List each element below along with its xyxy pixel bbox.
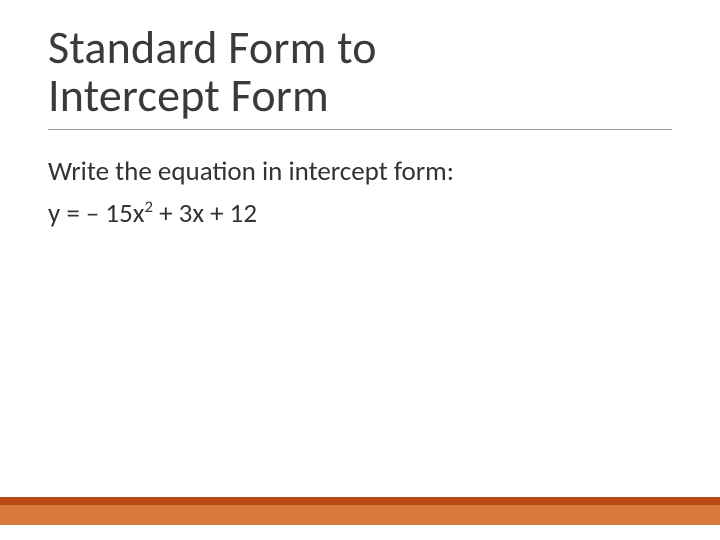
body-equation: y = – 15x2 + 3x + 12 [48, 194, 672, 235]
eq-exponent: 2 [145, 197, 153, 217]
slide-title: Standard Form to Intercept Form [48, 24, 672, 130]
footer-stripe-bottom [0, 505, 720, 525]
body-instruction: Write the equation in intercept form: [48, 152, 672, 193]
footer-stripe-top [0, 497, 720, 505]
eq-prefix: y = – 15x [48, 197, 145, 230]
eq-suffix: + 3x + 12 [153, 197, 257, 230]
slide-body: Write the equation in intercept form: y … [48, 152, 672, 235]
footer-bar [0, 497, 720, 525]
slide: Standard Form to Intercept Form Write th… [0, 0, 720, 540]
title-line-2: Intercept Form [48, 68, 329, 124]
